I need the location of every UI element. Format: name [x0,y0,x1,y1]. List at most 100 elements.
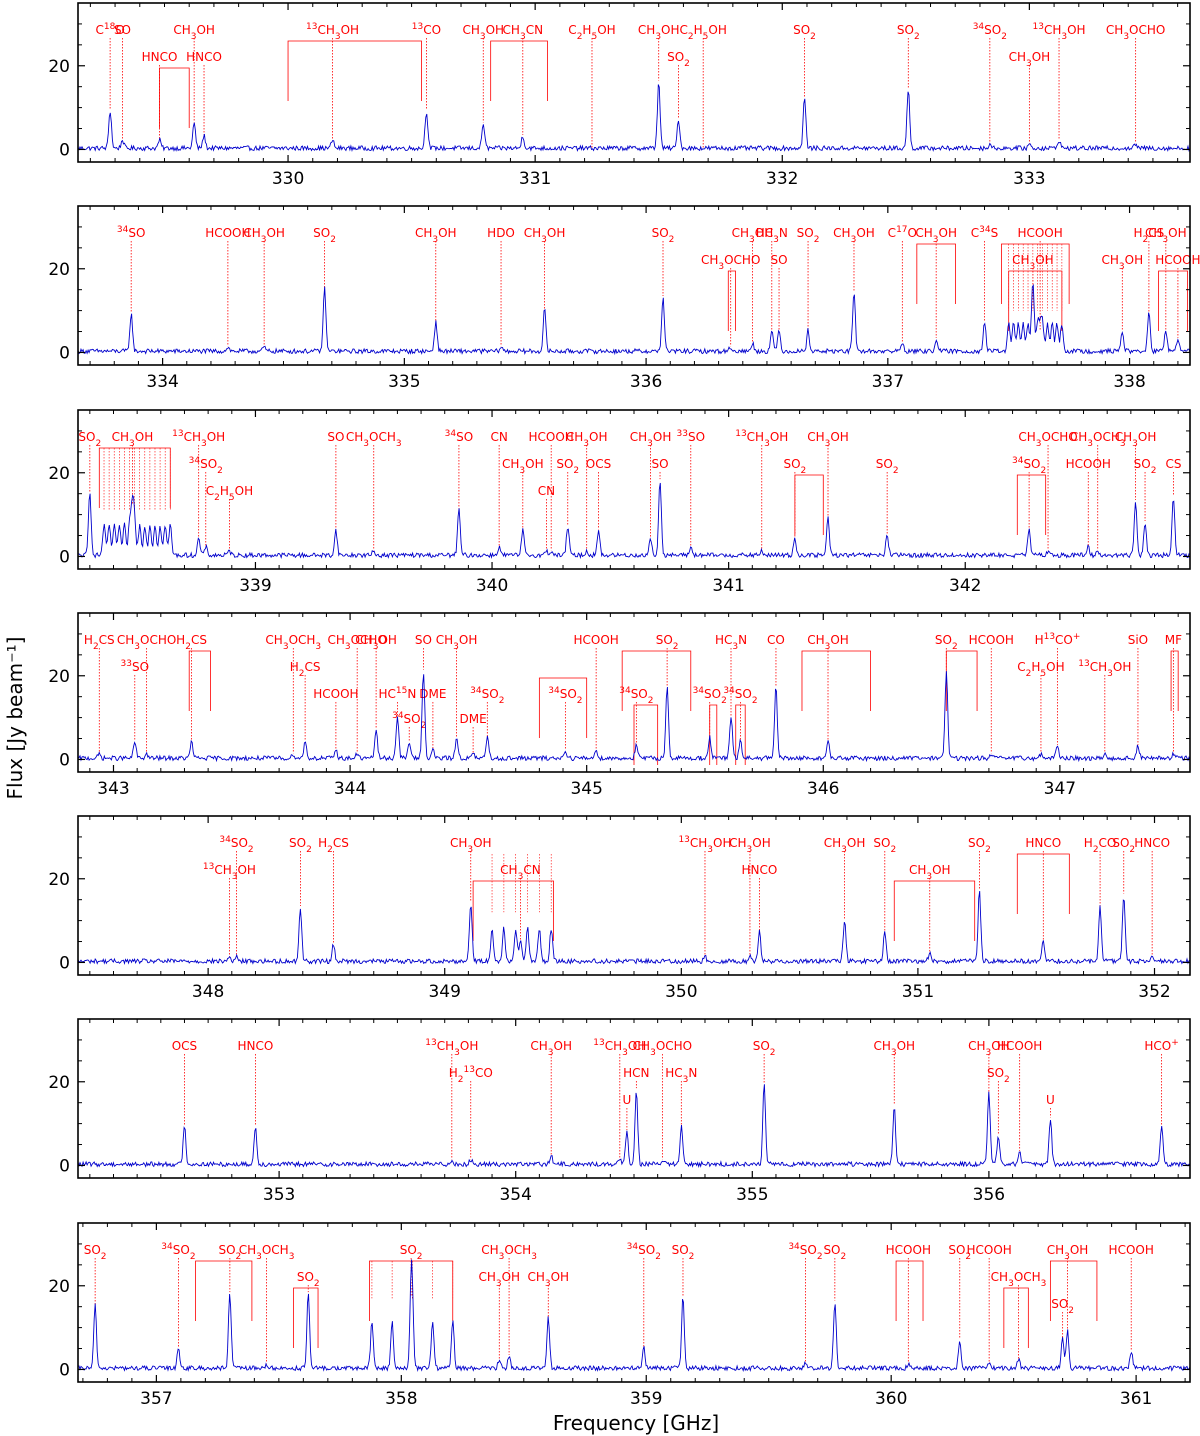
y-tick-label: 0 [59,750,70,770]
line-label: SO2 [218,1243,241,1262]
line-label: CH3OH [968,1039,1010,1058]
line-label: SO2 [753,1039,776,1058]
line-label: 34SO2 [548,686,582,706]
line-label: CH3OH [873,1039,915,1058]
line-label: CH3OH [1115,430,1157,449]
line-label: CH3CN [503,23,544,42]
line-label: CO [767,633,785,647]
line-label: SO2 [78,430,101,449]
y-tick-label: 20 [48,464,70,484]
line-label: 13CH3OH [425,1038,478,1058]
line-bracket [472,880,554,941]
line-label: SO2 [968,836,991,855]
x-tick-label: 353 [263,1185,295,1205]
line-label: CS [1165,457,1181,471]
y-tick-label: 0 [59,1156,70,1176]
x-tick-label: 359 [630,1389,662,1409]
line-label: 13CH3OH [203,862,256,882]
line-label: HCO+ [1144,1038,1178,1053]
line-label: CH3OH [833,226,875,245]
line-label: CH3OH [436,633,478,652]
line-label: CH3OH [1009,50,1051,69]
line-label: HCOOH [886,1243,931,1257]
line-label: CH3OH [1012,253,1054,272]
line-label: SO [327,430,344,444]
line-label: CH3OH [1047,1243,1089,1262]
line-label: SiO [1128,633,1148,647]
line-bracket [287,40,422,101]
line-label: DME [419,687,446,701]
line-label: SO2 [873,836,896,855]
spectrum-trace [78,1084,1190,1169]
line-label: 13CH3OH [593,1038,646,1058]
line-label: CH3OH [502,457,544,476]
y-tick-label: 20 [48,870,70,890]
line-label: HNCO [186,50,222,64]
y-tick-label: 0 [59,547,70,567]
x-tick-label: 357 [140,1389,172,1409]
line-label: 13CH3OH [1032,22,1085,42]
line-bracket [1016,474,1047,535]
line-label: CH3OH [1102,253,1144,272]
x-tick-label: 339 [239,576,271,596]
spectrum-trace [78,482,1190,560]
line-label: SO2 [84,1243,107,1262]
line-bracket [159,67,190,128]
y-tick-label: 0 [59,1360,70,1380]
x-tick-label: 342 [949,576,981,596]
line-label: CH3OH [824,836,866,855]
panel-6: OCS HNCO 13CH3OH H213CO CH3OH 13CH3OH HCN U CH3O… [48,1018,1191,1205]
line-label: CH3OH [1145,226,1187,245]
line-label: OCS [586,457,611,471]
line-label: CH3OH [415,226,457,245]
line-label: CH3OH [807,633,849,652]
line-label: HCOOH [573,633,618,647]
y-tick-label: 20 [48,57,70,77]
line-label: CH3OCHO [117,633,176,652]
line-label: H2CS [318,836,349,855]
line-label: U [623,1093,632,1107]
line-label: HNCO [1025,836,1061,850]
line-label: 13CH3OH [678,835,731,855]
line-label: H13CO+ [1035,632,1081,647]
line-bracket [621,650,692,711]
line-label: C34S [971,225,998,240]
x-tick-label: 352 [1138,982,1170,1002]
line-label: 33SO [121,659,150,674]
line-label: CH3OH [909,863,951,882]
line-bracket [293,1287,319,1348]
x-tick-label: 356 [973,1185,1005,1205]
line-label: CH3OH [450,836,492,855]
x-tick-label: 332 [766,169,798,189]
line-label: 34SO2 [788,1242,822,1262]
y-tick-label: 0 [59,343,70,363]
line-label: HCN [623,1066,649,1080]
line-label: H2CO [1084,836,1117,855]
line-label: 33SO [677,429,706,444]
line-label: SO2 [897,23,920,42]
line-label: SO2 [289,836,312,855]
line-bracket [801,650,871,711]
x-tick-label: 343 [97,779,129,799]
line-bracket [727,270,736,331]
x-tick-label: 361 [1120,1389,1152,1409]
line-label: U [1046,1093,1055,1107]
line-label: HNCO [1134,836,1170,850]
line-bracket [538,677,588,738]
line-bracket [895,1260,924,1321]
line-label: CH3OH [566,430,608,449]
line-bracket [195,1260,253,1321]
line-label: CH3OH [638,23,680,42]
line-bracket [188,650,211,711]
line-bracket [1001,243,1070,304]
line-label: 13CH3OH [735,429,788,449]
line-label: CH3OH [243,226,285,245]
line-label: HC15N [378,686,416,701]
line-label: CH3OCH3 [265,633,321,652]
line-label: SO2 [652,226,675,245]
line-label: 34SO2 [627,1242,661,1262]
line-label: CH3OH [462,23,504,42]
